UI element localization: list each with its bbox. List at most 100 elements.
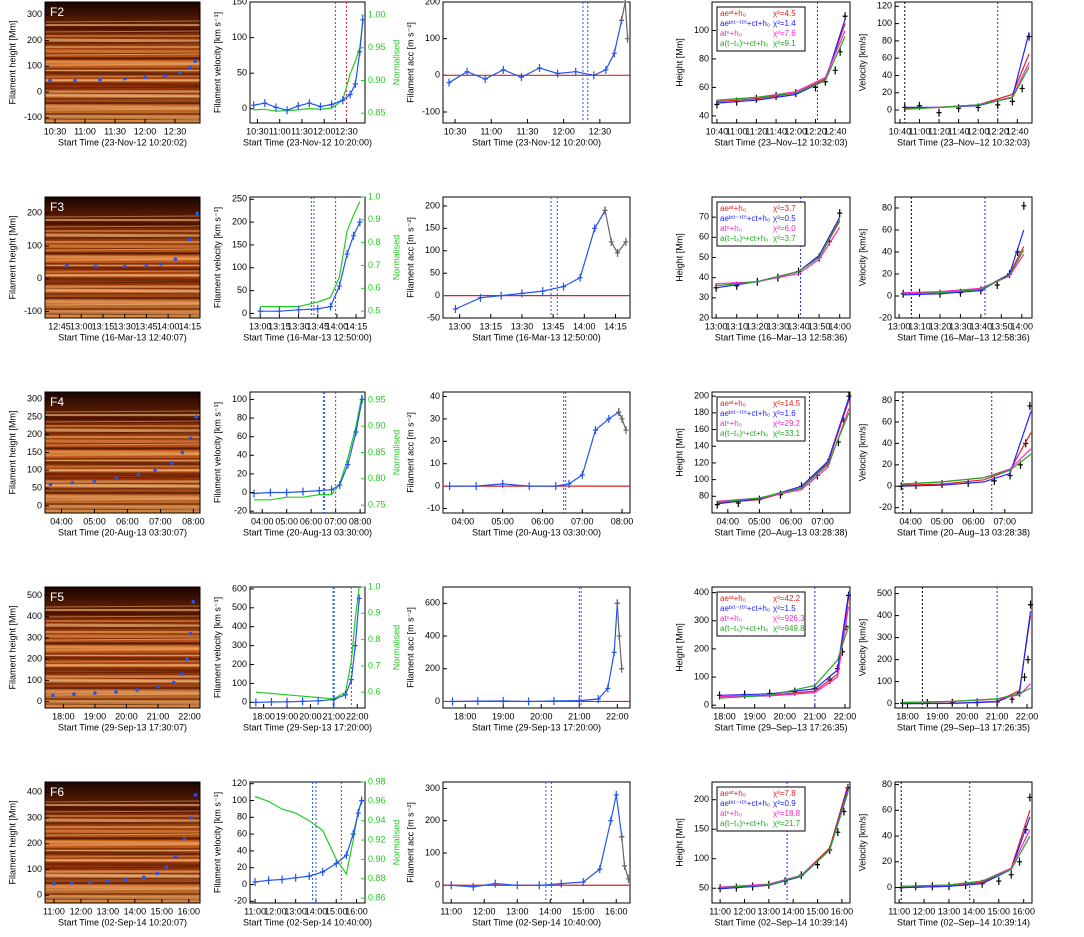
x-tick-label: 15:00 [806, 906, 829, 916]
image-stripe [44, 31, 201, 34]
y2-tick-label: 0.94 [368, 815, 386, 825]
data-point [615, 249, 621, 258]
x-tick-label: 13:50 [990, 321, 1013, 331]
x-tick-label: 18:00 [713, 711, 736, 721]
data-point [350, 830, 356, 839]
data-point [188, 631, 193, 636]
y-tick-label: 200 [27, 35, 42, 45]
x-tick-label: 16:00 [605, 906, 628, 916]
y-tick-label: 200 [425, 663, 440, 673]
series-line [902, 611, 1032, 705]
data-point [142, 875, 146, 880]
data-point [195, 211, 199, 216]
image-stripe [44, 810, 201, 813]
image-stripe [44, 38, 201, 43]
image-stripe [44, 505, 201, 510]
x-tick-label: 22:00 [178, 711, 201, 721]
legend-chi2: χ²=1.4 [773, 19, 796, 28]
data-point [347, 90, 353, 99]
y-tick-label: 0 [242, 697, 247, 707]
data-point [51, 693, 55, 698]
data-point [70, 881, 74, 885]
y-tick-label: 0 [37, 890, 42, 900]
data-point [253, 698, 259, 707]
data-point [178, 70, 182, 75]
image-stripe [44, 851, 201, 856]
y-tick-label: 400 [27, 611, 42, 621]
legend-label: aeᵃᵗ+h₀ [720, 594, 746, 603]
x-axis-label: Start Time (23–Nov–12 10:32:03) [897, 137, 1030, 147]
data-point [1025, 655, 1031, 664]
image-stripe [44, 656, 201, 661]
x-tick-label: 08:00 [349, 516, 372, 526]
y2-tick-label: 0.7 [368, 660, 381, 670]
image-stripe [44, 53, 201, 56]
y-axis-label: Filament velocity [km s⁻¹] [212, 597, 222, 698]
image-stripe [44, 832, 201, 835]
image-stripe [44, 822, 201, 825]
data-point [357, 47, 363, 56]
y-tick-label: 80 [237, 412, 247, 422]
series-line [716, 18, 846, 104]
data-point [1019, 84, 1025, 93]
image-stripe [44, 442, 201, 445]
x-tick-label: 16:00 [178, 906, 201, 916]
image-stripe [44, 483, 201, 488]
x-tick-label: 10:40 [889, 126, 912, 136]
image-stripe [44, 288, 201, 293]
y-axis-label: Velocity [km/s] [857, 619, 867, 677]
data-point [619, 664, 625, 673]
series-line [901, 810, 1031, 889]
y-tick-label: 40 [882, 246, 892, 256]
y-tick-label: 40 [237, 450, 247, 460]
y-tick-label: 400 [877, 610, 892, 620]
y2-tick-label: 1.0 [368, 581, 381, 591]
series-line [903, 229, 1025, 296]
y-tick-label: 100 [877, 676, 892, 686]
y-tick-label: 300 [694, 615, 709, 625]
x-tick-label: 14:15 [179, 321, 202, 331]
data-point [329, 100, 335, 109]
legend-label: a(t−t₀)ⁿ+ct+h₀ [720, 819, 768, 828]
image-stripe [44, 236, 201, 239]
y-tick-label: 100 [27, 240, 42, 250]
x-tick-label: 12:00 [473, 906, 496, 916]
legend-label: aeᵃᵗ+h₀ [720, 204, 746, 213]
legend-chi2: χ²=29.2 [773, 419, 801, 428]
y-axis-label: Filament acc [m s⁻²] [405, 217, 415, 298]
image-stripe [44, 678, 201, 683]
image-stripe [44, 75, 201, 78]
image-stripe [44, 700, 201, 705]
series-line [253, 19, 364, 111]
series-line [901, 411, 1032, 487]
data-point [52, 881, 56, 886]
data-point [169, 461, 174, 465]
series-line [716, 226, 841, 285]
data-point [352, 79, 358, 88]
data-point [268, 697, 274, 706]
data-point [994, 281, 1000, 289]
data-point [622, 0, 628, 6]
y-tick-label: 80 [882, 779, 892, 789]
y-tick-label: 0 [887, 698, 892, 708]
image-stripe [44, 226, 201, 229]
data-point [592, 224, 598, 233]
y-tick-label: 300 [425, 783, 440, 793]
y2-tick-label: 0.90 [368, 75, 386, 85]
data-point [1023, 439, 1029, 448]
y-tick-label: 200 [877, 654, 892, 664]
x-axis-label: Start Time (20-Aug-13 03:30:07) [58, 527, 187, 537]
image-stripe [44, 71, 201, 76]
data-point [262, 99, 268, 108]
y-tick-label: 600 [232, 583, 247, 593]
plot-frame [249, 781, 366, 904]
y-tick-label: 20 [882, 856, 892, 866]
image-stripe [44, 494, 201, 499]
x-tick-label: 22:00 [606, 711, 629, 721]
x-tick-label: 16:00 [831, 906, 854, 916]
x-tick-label: 14:00 [782, 906, 805, 916]
x-tick-label: 11:00 [888, 906, 910, 916]
data-point [193, 793, 198, 797]
y-tick-label: 80 [882, 202, 892, 212]
data-point [482, 75, 488, 83]
